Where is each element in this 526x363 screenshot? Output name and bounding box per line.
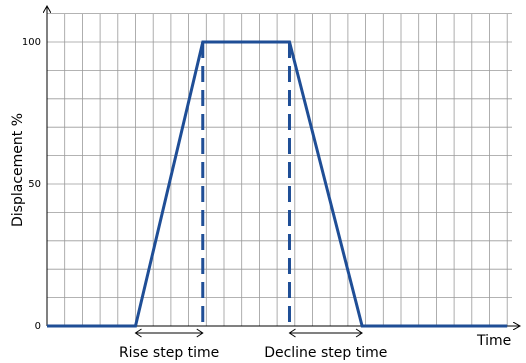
annotation-arrowhead-left <box>134 328 142 338</box>
x-axis-title: Time <box>476 333 511 349</box>
y-tick-label: 0 <box>35 321 41 332</box>
annotation-arrowhead-right <box>196 328 204 338</box>
annotation-arrowhead-left <box>288 328 296 338</box>
series <box>47 40 508 328</box>
y-tick-label: 100 <box>22 37 41 48</box>
annotation-label: Rise step time <box>119 345 219 361</box>
displacement-series-line <box>47 40 508 328</box>
annotation-label: Decline step time <box>264 345 387 361</box>
y-tick-labels: 0 50 100 <box>22 37 41 332</box>
y-axis-title: Displacement % <box>10 113 26 227</box>
annotations: Rise step time Decline step time <box>119 328 387 361</box>
y-tick-label: 50 <box>28 179 41 190</box>
grid <box>47 13 512 326</box>
annotation-arrowhead-right <box>355 328 363 338</box>
